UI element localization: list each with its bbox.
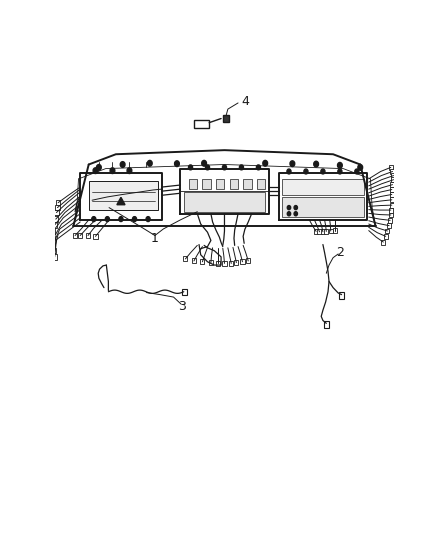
Circle shape [205, 165, 209, 170]
Circle shape [287, 206, 291, 209]
Polygon shape [117, 197, 125, 205]
Bar [389, 165, 393, 170]
Bar [189, 179, 197, 189]
Circle shape [287, 169, 291, 174]
Circle shape [338, 169, 342, 174]
Bar [282, 197, 364, 216]
Bar [390, 182, 395, 187]
Circle shape [119, 216, 123, 222]
Circle shape [338, 163, 342, 168]
Bar [53, 254, 57, 260]
Bar [194, 120, 209, 127]
Bar [381, 240, 385, 245]
Bar [223, 115, 229, 122]
Bar [51, 236, 55, 241]
Bar [55, 205, 60, 211]
Bar [209, 260, 213, 265]
Circle shape [256, 165, 261, 170]
Bar [230, 179, 238, 189]
Bar [390, 203, 394, 207]
Circle shape [294, 206, 297, 209]
Circle shape [96, 165, 101, 170]
Bar [318, 229, 321, 235]
Circle shape [240, 165, 244, 170]
Bar [282, 179, 364, 195]
Circle shape [304, 169, 308, 174]
Bar [93, 234, 98, 239]
Bar [243, 179, 251, 189]
Bar [88, 181, 158, 209]
Circle shape [120, 161, 125, 167]
Bar [390, 169, 395, 174]
Bar [86, 233, 90, 238]
Circle shape [358, 165, 363, 170]
Bar [388, 218, 392, 223]
Bar [53, 222, 57, 228]
Bar [51, 242, 55, 247]
Circle shape [148, 160, 152, 166]
Bar [216, 179, 224, 189]
Text: 4: 4 [241, 95, 249, 108]
Circle shape [294, 212, 297, 216]
Bar [182, 289, 187, 295]
Bar [390, 197, 394, 202]
Bar [389, 207, 393, 213]
Bar [52, 248, 56, 253]
Bar [54, 210, 59, 215]
Bar [78, 233, 82, 238]
Bar [73, 233, 77, 238]
Bar [384, 234, 388, 239]
Circle shape [175, 161, 179, 166]
Circle shape [105, 216, 110, 222]
Bar [184, 192, 265, 212]
Circle shape [202, 160, 206, 166]
Bar [192, 259, 196, 263]
Circle shape [263, 160, 268, 166]
Circle shape [110, 168, 115, 174]
Text: 3: 3 [178, 301, 186, 313]
Circle shape [355, 169, 359, 174]
Bar [184, 256, 187, 261]
Bar [321, 229, 325, 235]
Bar [392, 177, 396, 182]
Bar [324, 229, 328, 234]
Circle shape [93, 168, 98, 174]
Bar [257, 179, 265, 189]
Circle shape [290, 161, 295, 166]
Bar [385, 229, 389, 233]
Bar [234, 260, 238, 265]
Bar [215, 261, 220, 266]
Bar [246, 259, 250, 263]
Text: 2: 2 [336, 246, 344, 259]
Bar [51, 229, 55, 234]
Bar [324, 321, 329, 328]
Circle shape [223, 165, 226, 170]
Text: 1: 1 [151, 232, 159, 245]
Circle shape [92, 216, 96, 222]
Circle shape [127, 168, 132, 174]
Circle shape [314, 161, 318, 167]
Bar [387, 223, 391, 228]
Bar [314, 229, 318, 234]
Circle shape [287, 212, 291, 216]
Bar [240, 260, 244, 264]
Bar [389, 213, 393, 217]
Bar [390, 192, 394, 197]
Bar [223, 261, 226, 266]
Circle shape [146, 216, 150, 222]
Circle shape [132, 216, 137, 222]
Bar [53, 216, 58, 222]
Circle shape [188, 165, 193, 170]
Bar [56, 200, 60, 205]
Bar [390, 187, 394, 192]
Bar [200, 260, 205, 264]
Bar [339, 293, 344, 298]
Bar [333, 228, 337, 233]
Circle shape [321, 169, 325, 174]
Bar [392, 173, 396, 178]
Bar [229, 261, 233, 266]
Bar [328, 229, 333, 233]
Bar [202, 179, 211, 189]
